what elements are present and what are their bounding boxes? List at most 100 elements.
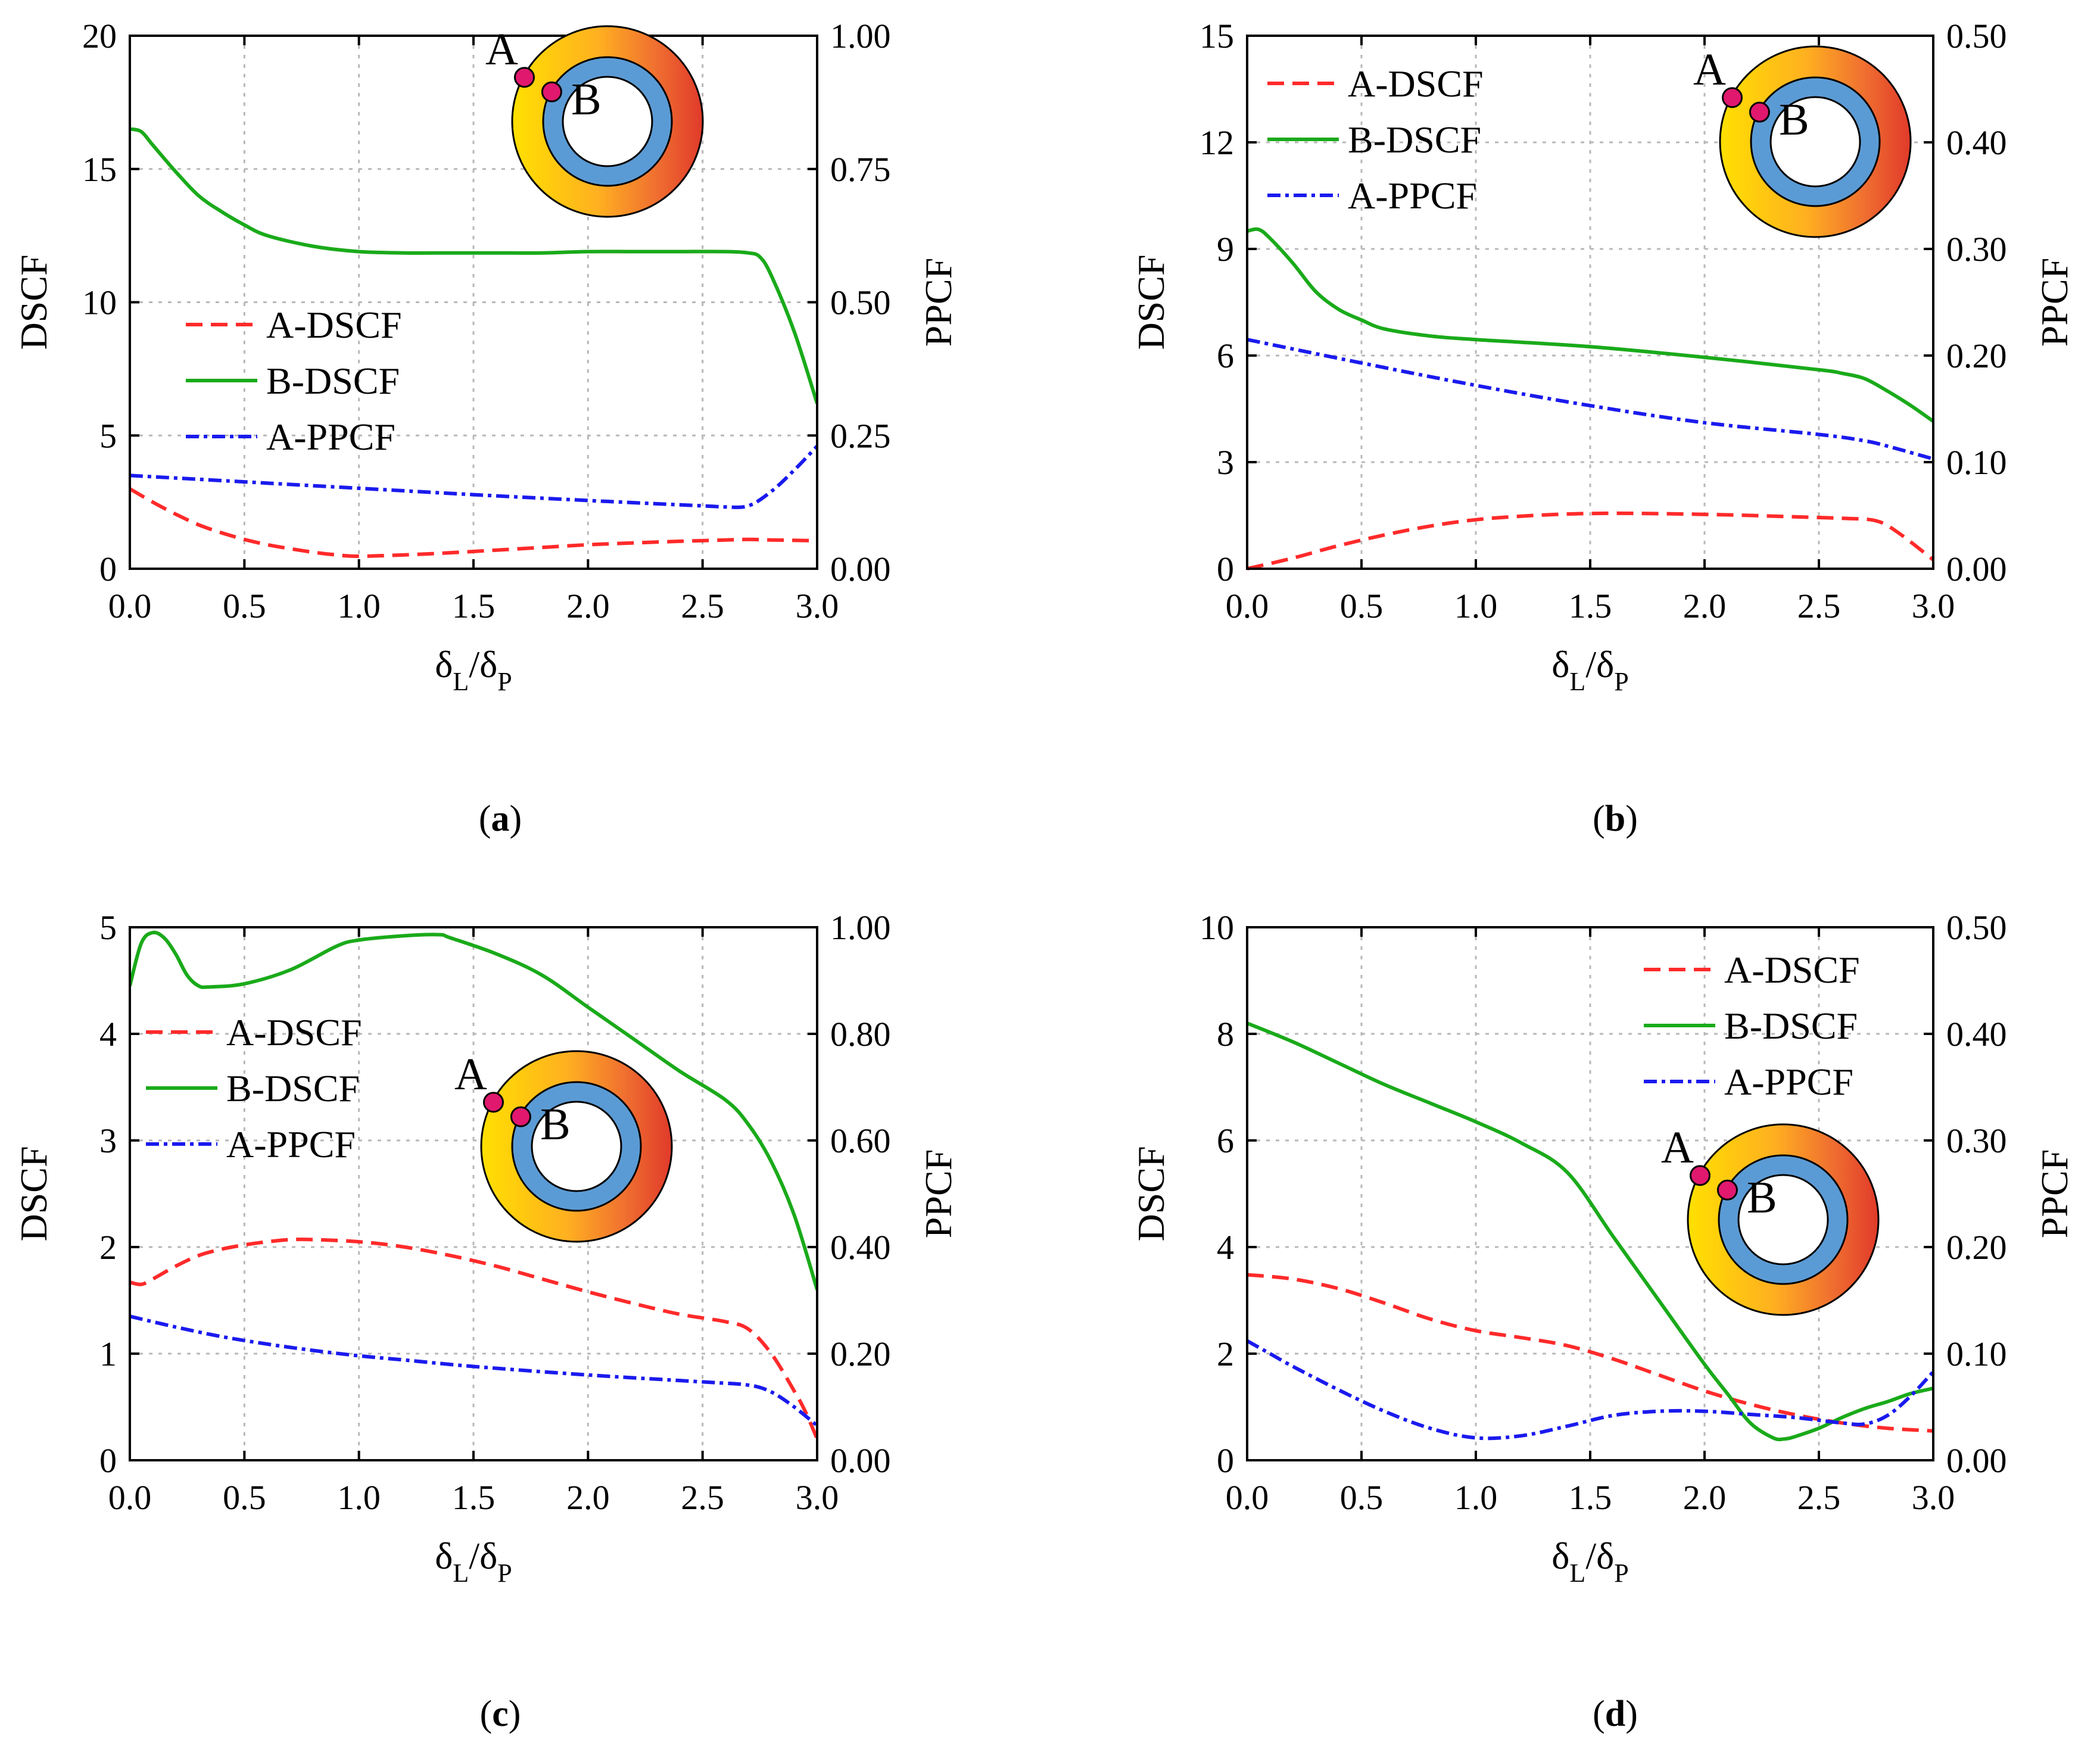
panel-label: (b) bbox=[1593, 799, 1638, 839]
point-a-marker bbox=[513, 67, 535, 88]
inset-ring-diagram: AB bbox=[1661, 1123, 1880, 1316]
x-tick-label: 2.5 bbox=[1797, 587, 1841, 625]
point-b-marker bbox=[1716, 1179, 1738, 1201]
legend-label-a-dscf: A-DSCF bbox=[266, 304, 402, 346]
y2-tick-label: 0.50 bbox=[830, 283, 891, 322]
x-tick-label: 3.0 bbox=[1912, 1478, 1955, 1517]
y2-tick-label: 0.20 bbox=[1946, 1228, 2007, 1267]
y2-tick-label: 0.30 bbox=[1946, 230, 2007, 269]
legend: A-DSCF B-DSCF A-PPCF bbox=[186, 304, 402, 458]
x-tick-label: 2.0 bbox=[1683, 1478, 1727, 1517]
panel-label: (d) bbox=[1593, 1694, 1638, 1734]
y2-tick-label: 0.80 bbox=[830, 1015, 891, 1054]
x-tick-label: 0.5 bbox=[1340, 587, 1384, 625]
y-tick-label: 0 bbox=[99, 1441, 117, 1480]
y2-tick-label: 0.40 bbox=[830, 1228, 891, 1267]
chart-panel-c: 0.0 0.5 1.0 1.5 2.0 2.5 3.0 0 1 2 3 4 5 0.00 0.20 0.40 0… bbox=[13, 908, 959, 1734]
y2-tick-label: 1.00 bbox=[830, 908, 891, 947]
hollow-core bbox=[1737, 1174, 1829, 1266]
x-tick-label: 2.5 bbox=[1797, 1478, 1841, 1517]
chart-panel-a: 0.0 0.5 1.0 1.5 2.0 2.5 3.0 0 5 10 15 20 0.00 0.25 0.5… bbox=[13, 17, 959, 839]
y-tick-label: 5 bbox=[99, 908, 117, 947]
y-tick-label: 1 bbox=[99, 1335, 117, 1373]
hollow-core bbox=[562, 76, 653, 167]
y2-tick-label: 0.25 bbox=[830, 416, 891, 455]
y-tick-label: 15 bbox=[1199, 17, 1234, 55]
series-group bbox=[130, 127, 817, 558]
legend: A-DSCF B-DSCF A-PPCF bbox=[146, 1011, 362, 1165]
y2-axis-label: PPCF bbox=[917, 258, 959, 347]
y2-tick-label: 0.00 bbox=[1946, 1441, 2007, 1480]
x-tick-label: 2.5 bbox=[681, 587, 724, 625]
point-a-marker bbox=[1721, 87, 1743, 108]
panel-label: (c) bbox=[480, 1694, 521, 1734]
y-axis-label: DSCF bbox=[13, 1146, 55, 1241]
x-tick-label: 1.5 bbox=[452, 587, 496, 625]
y-tick-label: 10 bbox=[82, 283, 117, 322]
x-tick-label: 0.0 bbox=[108, 587, 152, 625]
x-tick-label: 3.0 bbox=[1912, 587, 1955, 625]
x-tick-label: 2.0 bbox=[1683, 587, 1727, 625]
y2-tick-label: 0.00 bbox=[830, 1441, 891, 1480]
legend: A-DSCF B-DSCF A-PPCF bbox=[1644, 949, 1860, 1103]
x-tick-label: 3.0 bbox=[796, 1478, 839, 1517]
y-tick-label: 0 bbox=[1217, 550, 1234, 588]
x-tick-label: 0.5 bbox=[223, 587, 266, 625]
series-line-a-dscf bbox=[130, 487, 817, 558]
y2-tick-label: 0.50 bbox=[1946, 17, 2007, 55]
y2-tick-label: 0.10 bbox=[1946, 443, 2007, 482]
y2-tick-label: 1.00 bbox=[830, 17, 891, 55]
x-tick-label: 1.0 bbox=[337, 1478, 381, 1517]
x-axis-label: δL/δP bbox=[1551, 643, 1628, 696]
legend: A-DSCF B-DSCF A-PPCF bbox=[1267, 63, 1484, 217]
point-b-marker bbox=[1749, 101, 1770, 123]
legend-label-a-ppcf: A-PPCF bbox=[226, 1123, 356, 1165]
point-a-marker bbox=[482, 1092, 504, 1113]
series-group bbox=[130, 930, 817, 1440]
point-a-label: A bbox=[1661, 1123, 1694, 1173]
y-tick-label: 15 bbox=[82, 150, 117, 189]
y-tick-label: 5 bbox=[99, 416, 117, 455]
series-line-b-dscf bbox=[130, 930, 817, 1291]
legend-label-a-ppcf: A-PPCF bbox=[1724, 1061, 1853, 1103]
x-axis-label: δL/δP bbox=[435, 1535, 512, 1588]
x-tick-label: 2.5 bbox=[681, 1478, 724, 1517]
y2-tick-label: 0.20 bbox=[830, 1335, 891, 1373]
y-axis-label: DSCF bbox=[13, 254, 55, 350]
series-line-b-dscf bbox=[1247, 1021, 1933, 1442]
inset-ring-diagram: AB bbox=[1693, 45, 1912, 238]
hollow-core bbox=[531, 1101, 622, 1192]
inset-ring-diagram: AB bbox=[485, 24, 704, 218]
x-tick-label: 1.0 bbox=[337, 587, 381, 625]
legend-label-a-ppcf: A-PPCF bbox=[266, 416, 395, 458]
y2-tick-label: 0.50 bbox=[1946, 908, 2007, 947]
point-a-label: A bbox=[1693, 45, 1726, 95]
y-tick-label: 6 bbox=[1217, 1121, 1234, 1160]
x-tick-label: 2.0 bbox=[566, 587, 610, 625]
series-line-a-dscf bbox=[1247, 1273, 1933, 1433]
series-line-a-dscf bbox=[130, 1238, 817, 1440]
y-tick-label: 6 bbox=[1217, 336, 1234, 375]
legend-label-a-dscf: A-DSCF bbox=[1348, 63, 1484, 105]
y-tick-label: 2 bbox=[1217, 1335, 1234, 1373]
point-b-label: B bbox=[571, 74, 602, 124]
y-tick-label: 4 bbox=[1217, 1228, 1234, 1267]
series-group bbox=[1247, 227, 1933, 571]
y-tick-label: 3 bbox=[99, 1121, 117, 1160]
inset-ring-diagram: AB bbox=[454, 1049, 673, 1243]
legend-label-b-dscf: B-DSCF bbox=[1724, 1005, 1858, 1047]
y2-tick-label: 0.10 bbox=[1946, 1335, 2007, 1373]
x-tick-label: 1.5 bbox=[452, 1478, 496, 1517]
point-b-label: B bbox=[1779, 95, 1809, 145]
legend-label-a-dscf: A-DSCF bbox=[1724, 949, 1860, 991]
x-tick-label: 0.5 bbox=[223, 1478, 266, 1517]
point-b-marker bbox=[541, 81, 562, 102]
y-tick-label: 12 bbox=[1199, 123, 1234, 162]
y2-tick-label: 0.75 bbox=[830, 150, 891, 189]
chart-panel-d: 0.0 0.5 1.0 1.5 2.0 2.5 3.0 0 2 4 6 8 10 0.00 0.10 0.20… bbox=[1130, 908, 2076, 1734]
x-tick-label: 0.0 bbox=[1226, 1478, 1269, 1517]
series-group bbox=[1247, 1021, 1933, 1442]
x-tick-label: 0.0 bbox=[108, 1478, 152, 1517]
point-b-label: B bbox=[1747, 1173, 1777, 1223]
